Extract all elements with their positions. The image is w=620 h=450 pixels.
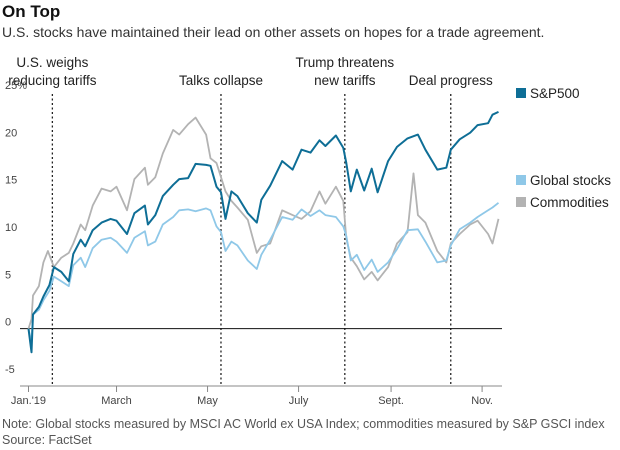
y-tick-label: 0 xyxy=(5,317,11,329)
x-tick-label: Sept. xyxy=(378,395,404,407)
legend-swatch xyxy=(516,175,526,185)
x-tick-label: Nov. xyxy=(471,395,493,407)
event-annotation-label: reducing tariffs xyxy=(8,73,97,88)
legend: S&P500 Global stocks Commodities xyxy=(516,86,611,210)
event-annotation-label: Talks collapse xyxy=(179,73,263,88)
chart-footnote: Note: Global stocks measured by MSCI AC … xyxy=(2,416,605,448)
axis-layer: -5 0 5 10 15 20 25% Jan.'19 March May July Sept. Nov… xyxy=(5,80,502,407)
source-text: Source: FactSet xyxy=(2,433,92,447)
line-chart: U.S. weighs reducing tariffs Talks collaps… xyxy=(5,55,611,407)
legend-label: Global stocks xyxy=(530,173,611,188)
y-tick-label: 15 xyxy=(5,175,17,187)
y-tick-label: 5 xyxy=(5,269,11,281)
x-tick-label: July xyxy=(289,395,309,407)
y-tick-label: 25% xyxy=(5,80,27,92)
event-annotation-label: Trump threatens xyxy=(296,55,395,70)
x-tick-label: May xyxy=(197,395,218,407)
series-line xyxy=(27,110,499,354)
series-line xyxy=(27,202,500,344)
chart-subtitle: U.S. stocks have maintained their lead o… xyxy=(2,24,545,40)
x-tick-label: Jan.'19 xyxy=(11,395,46,407)
legend-label: S&P500 xyxy=(530,86,580,101)
event-annotation-label: Deal progress xyxy=(409,73,493,88)
y-tick-label: -5 xyxy=(5,364,15,376)
note-text: Note: Global stocks measured by MSCI AC … xyxy=(2,417,605,431)
y-tick-label: 10 xyxy=(5,222,17,234)
x-tick-label: March xyxy=(101,395,132,407)
legend-swatch xyxy=(516,197,526,207)
chart-title: On Top xyxy=(2,2,61,21)
series-line xyxy=(27,116,500,329)
series-layer xyxy=(27,110,500,354)
event-annotation-label: U.S. weighs xyxy=(16,55,88,70)
annotation-layer: U.S. weighs reducing tariffs Talks collaps… xyxy=(8,55,493,386)
y-tick-label: 20 xyxy=(5,127,17,139)
event-annotation-label: new tariffs xyxy=(314,73,376,88)
legend-swatch xyxy=(516,88,526,98)
legend-label: Commodities xyxy=(530,195,609,210)
